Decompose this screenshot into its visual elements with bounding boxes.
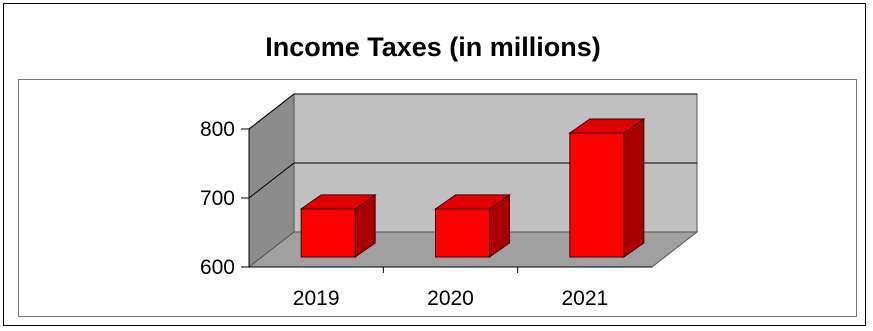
x-tick-label: 2019 <box>293 287 340 310</box>
bar-side <box>623 118 645 258</box>
bar-top <box>568 118 646 134</box>
bar-2020 <box>433 193 512 258</box>
y-axis-ticks: 600 700 800 <box>200 118 519 279</box>
gridline-800 <box>248 93 295 130</box>
bar-front <box>569 132 625 258</box>
gridline-700 <box>248 162 295 199</box>
x-axis-labels: 2019 2020 2021 <box>293 287 608 310</box>
bar-2019 <box>299 193 377 258</box>
x-tick-label: 2021 <box>561 287 608 310</box>
bar-top <box>299 194 377 210</box>
bar-top <box>433 194 512 210</box>
chart-title: Income Taxes (in millions) <box>265 32 601 62</box>
bar-front <box>300 208 356 258</box>
y-tick-label: 800 <box>200 118 235 141</box>
y-tick-label: 600 <box>200 256 235 279</box>
bars <box>299 118 646 258</box>
bar-front <box>435 208 490 258</box>
y-tick-label: 700 <box>200 187 235 210</box>
bar-2021 <box>568 118 646 258</box>
x-tick-label: 2020 <box>427 287 474 310</box>
